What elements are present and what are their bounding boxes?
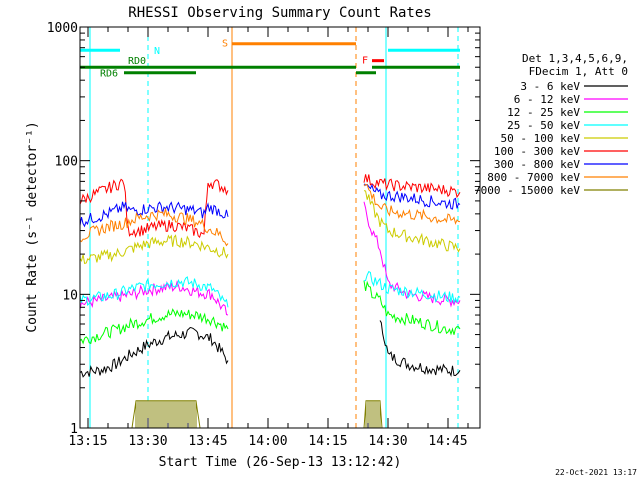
x-tick-label-6: 14:45 xyxy=(428,434,467,449)
date-stamp: 22-Oct-2021 13:17 xyxy=(555,468,637,477)
series-8-segment-0 xyxy=(131,400,201,429)
legend-label-6: 300 - 800 keV xyxy=(494,158,580,171)
series-lines xyxy=(79,174,461,429)
legend-header-1: FDecim 1, Att 0 xyxy=(529,65,628,78)
flag-label-n: N xyxy=(154,46,160,57)
legend-header-0: Det 1,3,4,5,6,9, xyxy=(522,52,628,65)
series-3-segment-0 xyxy=(79,276,229,308)
x-tick-label-1: 13:30 xyxy=(128,434,167,449)
flag-label-s: S xyxy=(222,39,228,50)
series-4-segment-1 xyxy=(363,190,461,253)
legend-label-0: 3 - 6 keV xyxy=(520,80,580,93)
legend-label-1: 6 - 12 keV xyxy=(514,93,581,106)
series-0-segment-1 xyxy=(379,320,461,378)
chart-title: RHESSI Observing Summary Count Rates xyxy=(128,5,431,21)
x-tick-label-4: 14:15 xyxy=(308,434,347,449)
series-2-segment-1 xyxy=(363,280,461,336)
vertical-marker-lines xyxy=(89,27,459,428)
series-4-segment-0 xyxy=(79,234,229,265)
legend-label-2: 12 - 25 keV xyxy=(507,106,580,119)
x-tick-label-2: 13:45 xyxy=(188,434,227,449)
series-0-segment-0 xyxy=(79,326,229,378)
y-axis-label: Count Rate (s⁻¹ detector⁻¹) xyxy=(25,121,40,332)
x-tick-label-3: 14:00 xyxy=(248,434,287,449)
flag-label-f: F xyxy=(362,56,368,67)
flag-label-rd6: RD6 xyxy=(100,69,118,80)
flag-lines: N S F RD0 RD6 xyxy=(80,39,460,80)
series-5-segment-1 xyxy=(363,174,461,199)
series-5-segment-0 xyxy=(79,178,229,239)
series-7-segment-0 xyxy=(79,208,229,247)
y-axis-ticks: 1 10 100 1000 xyxy=(47,21,480,437)
x-tick-label-0: 13:15 xyxy=(68,434,107,449)
legend-label-3: 25 - 50 keV xyxy=(507,119,580,132)
legend-label-4: 50 - 100 keV xyxy=(501,132,581,145)
series-2-segment-0 xyxy=(79,308,229,345)
series-3-segment-1 xyxy=(363,270,461,305)
series-6-segment-1 xyxy=(363,183,461,210)
x-axis-label: Start Time (26-Sep-13 13:12:42) xyxy=(159,455,402,470)
legend: Det 1,3,4,5,6,9,FDecim 1, Att 0 3 - 6 keV… xyxy=(474,52,628,197)
legend-label-7: 800 - 7000 keV xyxy=(487,171,580,184)
x-tick-label-5: 14:30 xyxy=(368,434,407,449)
y-tick-label-3: 1000 xyxy=(47,21,78,36)
series-6-segment-0 xyxy=(79,201,229,228)
y-tick-label-2: 100 xyxy=(55,155,78,170)
legend-label-8: 7000 - 15000 keV xyxy=(474,184,580,197)
x-axis-ticks: 13:15 13:30 13:45 14:00 14:15 14:30 14:45 xyxy=(68,27,469,449)
plot-frame xyxy=(79,26,481,429)
series-8-segment-1 xyxy=(363,400,383,429)
series-7-segment-1 xyxy=(363,183,461,225)
flag-label-rd0: RD0 xyxy=(128,56,146,67)
legend-label-5: 100 - 300 keV xyxy=(494,145,580,158)
y-tick-label-0: 1 xyxy=(70,422,78,437)
y-tick-label-1: 10 xyxy=(62,288,78,303)
